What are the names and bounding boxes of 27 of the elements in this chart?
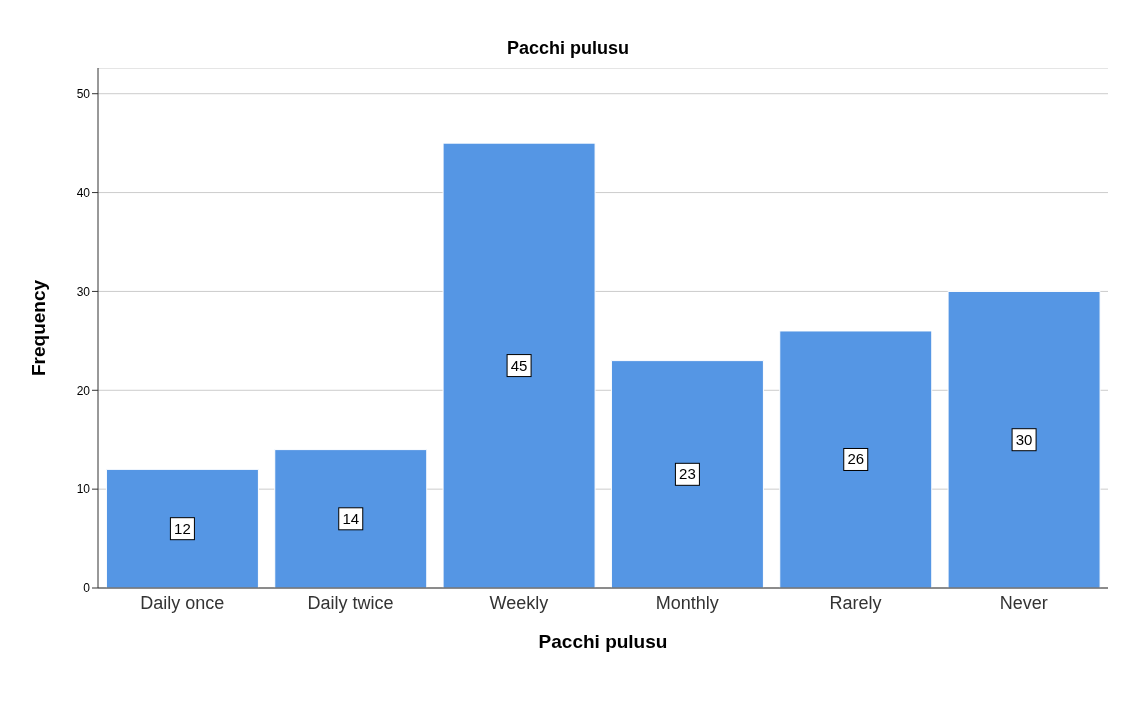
- data-label: 23: [679, 465, 696, 483]
- y-tick-label: 10: [76, 482, 91, 497]
- data-label: 26: [847, 450, 865, 468]
- data-label: 45: [510, 356, 528, 374]
- x-axis-title: Pacchi pulusu: [538, 631, 668, 652]
- x-tick-label: Daily twice: [307, 592, 394, 613]
- data-label: 30: [1015, 430, 1033, 448]
- y-tick-label: 30: [76, 284, 91, 299]
- bar: [779, 330, 933, 588]
- bar: [947, 290, 1101, 588]
- y-tick-label: 40: [76, 185, 91, 200]
- x-tick-label: Never: [999, 592, 1048, 613]
- y-tick-label: 50: [76, 86, 91, 101]
- y-tick-label: 0: [83, 581, 91, 596]
- data-label: 14: [342, 509, 360, 527]
- chart-title: Pacchi pulusu: [506, 38, 630, 59]
- x-tick-label: Rarely: [829, 592, 882, 613]
- y-axis-title: Frequency: [27, 279, 49, 377]
- bar: [105, 468, 259, 588]
- y-tick-label: 20: [76, 383, 91, 398]
- x-tick-label: Daily once: [140, 592, 225, 613]
- data-label: 12: [174, 519, 191, 537]
- bar: [610, 360, 764, 588]
- x-tick-label: Monthly: [655, 592, 719, 613]
- bar: [442, 142, 596, 588]
- x-tick-label: Weekly: [489, 592, 549, 613]
- bar: [274, 449, 428, 588]
